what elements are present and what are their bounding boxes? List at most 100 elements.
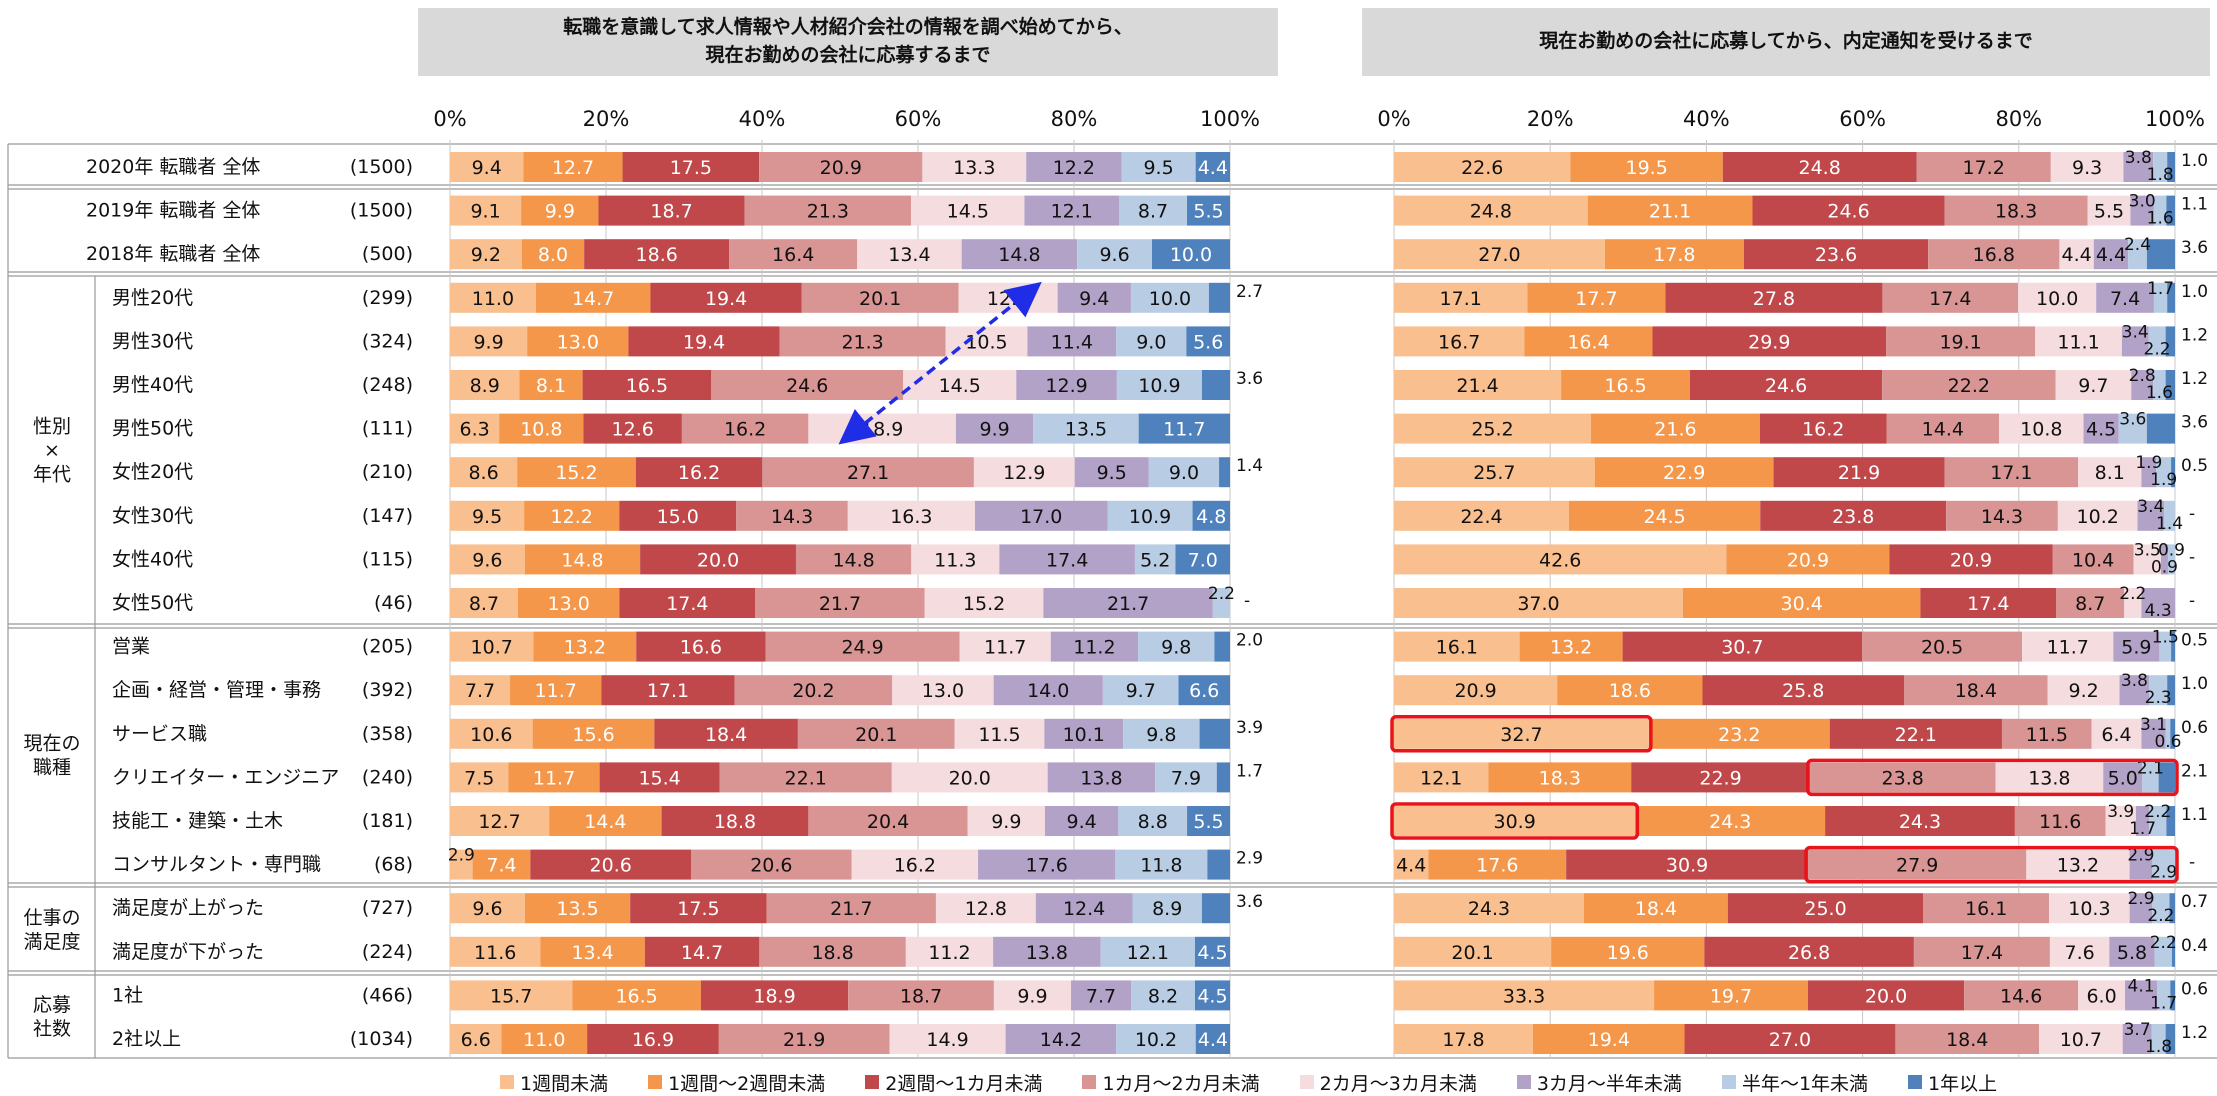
data-label: 11.5 <box>978 724 1020 746</box>
data-label: 2.8 <box>2129 366 2156 386</box>
bar-segment <box>734 675 893 706</box>
bar-segment <box>1134 544 1176 575</box>
bar-segment <box>450 893 525 924</box>
data-label: 14.7 <box>572 288 614 310</box>
data-label: 5.0 <box>2108 767 2138 789</box>
bar-segment <box>993 980 1072 1011</box>
bar-segment <box>450 195 522 226</box>
bar-segment <box>2165 718 2171 749</box>
data-label: 12.1 <box>1127 942 1169 964</box>
legend-label: 1週間未満 <box>520 1072 609 1095</box>
bar-segment <box>2152 893 2170 924</box>
bar-segment <box>630 893 767 924</box>
data-label: 17.1 <box>1440 288 1482 310</box>
row-label: 男性50代 <box>112 418 193 440</box>
data-label: 2.2 <box>2150 933 2177 953</box>
data-label: 18.9 <box>753 985 795 1007</box>
bar-segment <box>1178 675 1230 706</box>
bar-segment <box>2151 1024 2166 1054</box>
data-label: 9.5 <box>472 506 502 528</box>
bar-segment <box>1689 370 1883 400</box>
data-label: 8.6 <box>468 462 498 484</box>
data-label: 16.2 <box>678 462 720 484</box>
data-label: 2.9 <box>1236 849 1263 869</box>
data-label: 4.8 <box>1196 506 1226 528</box>
data-label: 8.8 <box>1138 811 1168 833</box>
bar-segment <box>450 457 518 488</box>
bar-segment <box>1394 282 1528 313</box>
bar-segment <box>549 806 662 836</box>
data-label: 1.5 <box>2152 628 2179 648</box>
bar-segment <box>2118 413 2147 444</box>
row-label: 満足度が上がった <box>112 897 264 919</box>
row-label: コンサルタント・専門職 <box>112 854 321 876</box>
bar-segment <box>765 631 960 662</box>
bar-segment <box>1394 500 1569 531</box>
data-label: 20.4 <box>867 811 909 833</box>
data-label: 11.7 <box>535 680 577 702</box>
bar-segment <box>759 152 923 182</box>
bar-segment <box>1533 1024 1685 1054</box>
data-label: 0.5 <box>2181 456 2208 476</box>
bar-segment <box>891 762 1048 793</box>
data-label: 4.5 <box>1197 942 1227 964</box>
data-label: 14.8 <box>832 549 874 571</box>
bar-segment <box>967 806 1045 836</box>
bar-segment <box>450 718 533 749</box>
bar-segment <box>2093 239 2129 270</box>
bar-segment <box>762 457 974 488</box>
data-label: 12.8 <box>965 898 1007 920</box>
data-label: 14.6 <box>2000 985 2042 1007</box>
bar-segment <box>521 195 599 226</box>
data-label: 3.4 <box>2122 322 2149 342</box>
data-label: 10.9 <box>1138 375 1180 397</box>
row-label: 2020年 転職者 全体 <box>86 156 260 178</box>
data-label: 8.7 <box>1138 201 1168 223</box>
bar-segment <box>572 980 701 1011</box>
data-label: 4.4 <box>1198 1029 1228 1051</box>
bar-segment <box>450 370 520 400</box>
x-tick-label: 20% <box>1527 107 1574 131</box>
data-label: 16.7 <box>1438 331 1480 353</box>
bar-segment <box>2167 152 2175 182</box>
bar-segment <box>540 936 645 967</box>
data-label: 10.7 <box>471 637 513 659</box>
data-label: 18.4 <box>1946 1029 1988 1051</box>
data-label: 4.1 <box>2128 976 2155 996</box>
data-label: 3.9 <box>2107 802 2134 822</box>
bar-segment <box>2121 326 2149 357</box>
group-label: × <box>44 439 60 461</box>
data-label: 2.2 <box>2144 802 2171 822</box>
legend-swatch <box>1908 1075 1923 1089</box>
bar-segment <box>1807 849 2027 880</box>
data-label: 17.1 <box>647 680 689 702</box>
bar-segment <box>2124 588 2142 618</box>
data-label: 11.4 <box>1051 331 1093 353</box>
bar-segment <box>797 718 955 749</box>
data-label: 3.6 <box>1236 369 1263 389</box>
bar-segment <box>472 849 531 880</box>
bar-segment <box>2123 152 2154 182</box>
data-label: 0.6 <box>2181 979 2208 999</box>
bar-segment <box>2083 413 2119 444</box>
data-label: 17.6 <box>1026 855 1068 877</box>
data-label: 20.5 <box>1921 637 1963 659</box>
bar-segment <box>935 893 1036 924</box>
data-label: 21.1 <box>1649 201 1691 223</box>
data-label: 17.0 <box>1020 506 1062 528</box>
annotation-arrow <box>838 281 1042 445</box>
bar-segment <box>1587 195 1753 226</box>
data-label: 1.7 <box>2150 993 2177 1013</box>
bar-segment <box>954 718 1045 749</box>
bar-segment <box>530 849 692 880</box>
bar-segment <box>1005 1024 1117 1054</box>
data-label: 16.5 <box>615 985 657 1007</box>
bar-segment <box>2169 893 2175 924</box>
bar-segment <box>993 936 1101 967</box>
data-label: 10.5 <box>965 331 1007 353</box>
bar-segment <box>1394 980 1655 1011</box>
data-label: 11.6 <box>474 942 516 964</box>
bar-segment <box>2049 893 2130 924</box>
data-label: 7.0 <box>1188 549 1218 571</box>
